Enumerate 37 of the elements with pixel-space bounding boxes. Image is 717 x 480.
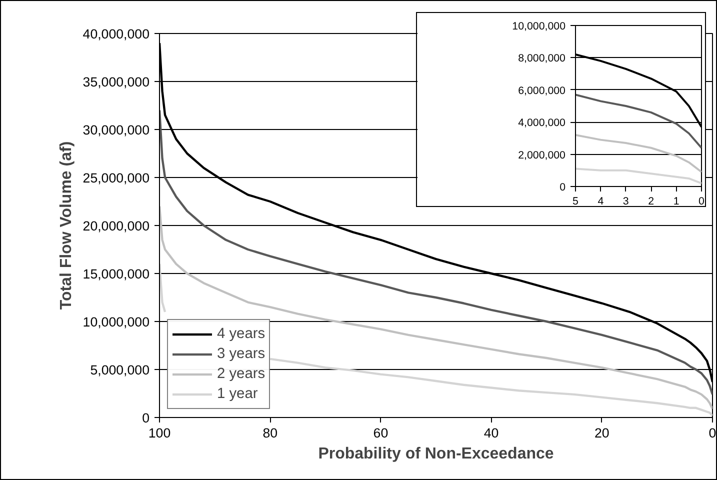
y-tick-label: 30,000,000 <box>82 122 150 138</box>
x-tick-label: 20 <box>594 426 610 440</box>
legend-label: 1 year <box>217 385 258 403</box>
line-series <box>576 94 702 149</box>
y-axis-title: Total Flow Volume (af) <box>58 141 75 310</box>
x-tick-label: 1 <box>673 196 680 208</box>
x-axis-title: Probability of Non-Exceedance <box>318 446 554 462</box>
line-series <box>576 134 702 174</box>
x-tick-label: 5 <box>572 196 579 208</box>
legend-label: 2 years <box>217 365 266 383</box>
x-tick-label: 3 <box>622 196 629 208</box>
legend-label: 3 years <box>217 345 266 363</box>
x-tick-label: 0 <box>698 196 705 208</box>
y-tick-label: 15,000,000 <box>82 266 150 282</box>
y-tick-label: 20,000,000 <box>82 218 150 234</box>
line-series <box>160 205 712 410</box>
x-tick-label: 60 <box>373 426 388 440</box>
x-tick-label: 40 <box>484 426 499 440</box>
y-tick-label: 2,000,000 <box>518 149 566 162</box>
y-tick-label: 6,000,000 <box>518 84 566 97</box>
y-tick-label: 4,000,000 <box>518 117 566 130</box>
x-tick-label: 80 <box>262 426 278 440</box>
x-tick-label: 4 <box>598 196 604 208</box>
x-tick-label: 0 <box>708 426 716 440</box>
y-tick-label: 10,000,000 <box>82 314 150 330</box>
y-tick-label: 8,000,000 <box>518 52 566 65</box>
y-tick-label: 10,000,000 <box>512 20 566 32</box>
legend-label: 4 years <box>217 325 266 343</box>
y-tick-label: 25,000,000 <box>82 170 150 186</box>
x-tick-label: 100 <box>148 426 171 440</box>
y-tick-label: 0 <box>142 410 150 426</box>
line-series <box>576 168 702 184</box>
y-tick-label: 35,000,000 <box>82 74 150 90</box>
y-tick-label: 0 <box>560 182 566 194</box>
y-tick-label: 5,000,000 <box>90 362 150 378</box>
x-tick-label: 2 <box>648 196 654 208</box>
y-tick-label: 40,000,000 <box>82 26 150 42</box>
